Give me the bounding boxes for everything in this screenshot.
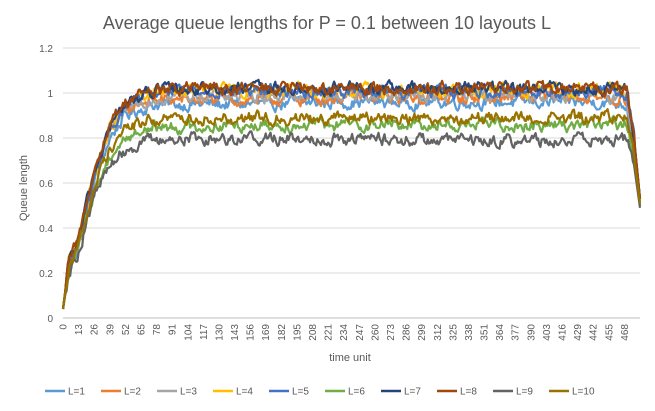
series-line <box>61 108 642 310</box>
x-tick-label: 429 <box>573 324 584 341</box>
x-tick-label: 91 <box>168 324 179 336</box>
x-tick-label: 260 <box>370 324 381 341</box>
legend-item: L=1 <box>45 387 85 398</box>
legend: L=1 L=2 L=3 L=4 L=5 L=6 L=7 L=8 L=9 L=10 <box>45 387 595 398</box>
x-tick-label: 403 <box>542 324 553 341</box>
x-tick-label: 65 <box>136 324 147 336</box>
series-lines <box>61 78 642 310</box>
x-tick-label: 13 <box>74 324 85 336</box>
x-tick-labels: 0 13 26 39 52 65 78 91 104 117 130 143 156 169 182 195 2… <box>59 324 631 341</box>
y-tick-label: 0.4 <box>39 224 53 235</box>
legend-label: L=5 <box>292 387 309 398</box>
x-tick-label: 0 <box>59 324 70 330</box>
legend-label: L=6 <box>348 387 365 398</box>
legend-item: L=7 <box>381 387 421 398</box>
x-tick-label: 377 <box>511 324 522 341</box>
legend-label: L=10 <box>572 387 595 398</box>
x-tick-label: 299 <box>417 324 428 341</box>
x-tick-label: 221 <box>324 324 335 341</box>
x-tick-label: 416 <box>558 324 569 341</box>
x-tick-label: 325 <box>448 324 459 341</box>
legend-label: L=8 <box>460 387 477 398</box>
y-tick-labels: 0 0.2 0.4 0.6 0.8 1 1.2 <box>39 44 53 325</box>
x-tick-label: 390 <box>526 324 537 341</box>
y-axis-label: Queue length <box>18 155 30 221</box>
legend-item: L=10 <box>549 387 595 398</box>
legend-label: L=3 <box>180 387 197 398</box>
legend-label: L=7 <box>404 387 421 398</box>
y-tick-label: 1.2 <box>39 44 53 55</box>
legend-item: L=3 <box>157 387 197 398</box>
x-tick-label: 234 <box>339 324 350 341</box>
x-tick-label: 39 <box>105 324 116 336</box>
legend-item: L=9 <box>493 387 533 398</box>
legend-label: L=1 <box>68 387 85 398</box>
x-tick-label: 351 <box>480 324 491 341</box>
series-line <box>61 79 642 310</box>
x-tick-label: 143 <box>230 324 241 341</box>
y-tick-label: 1 <box>47 89 53 100</box>
legend-label: L=9 <box>516 387 533 398</box>
y-tick-label: 0.8 <box>39 134 53 145</box>
x-tick-label: 286 <box>402 324 413 341</box>
x-tick-label: 52 <box>121 324 132 336</box>
legend-label: L=2 <box>124 387 141 398</box>
x-tick-label: 195 <box>292 324 303 341</box>
x-axis-label: time unit <box>329 352 371 364</box>
y-tick-label: 0.2 <box>39 269 53 280</box>
x-tick-label: 442 <box>589 324 600 341</box>
x-tick-label: 78 <box>152 324 163 336</box>
x-tick-label: 312 <box>433 324 444 341</box>
chart-title: Average queue lengths for P = 0.1 betwee… <box>103 13 551 33</box>
x-tick-label: 182 <box>277 324 288 341</box>
legend-item: L=2 <box>101 387 141 398</box>
x-tick-label: 169 <box>261 324 272 341</box>
legend-item: L=6 <box>325 387 365 398</box>
x-tick-label: 104 <box>183 324 194 341</box>
x-tick-label: 156 <box>246 324 257 341</box>
x-tick-label: 130 <box>214 324 225 341</box>
x-tick-label: 247 <box>355 324 366 341</box>
x-tick-label: 455 <box>604 324 615 341</box>
y-tick-label: 0.6 <box>39 179 53 190</box>
x-tick-label: 273 <box>386 324 397 341</box>
x-tick-label: 26 <box>90 324 101 336</box>
legend-item: L=5 <box>269 387 309 398</box>
legend-label: L=4 <box>236 387 253 398</box>
x-tick-label: 338 <box>464 324 475 341</box>
x-tick-label: 117 <box>199 324 210 340</box>
y-tick-label: 0 <box>47 314 53 325</box>
x-tick-label: 364 <box>495 324 506 341</box>
x-tick-label: 208 <box>308 324 319 341</box>
legend-item: L=4 <box>213 387 253 398</box>
x-tick-label: 468 <box>620 324 631 341</box>
series-line <box>61 130 642 310</box>
legend-item: L=8 <box>437 387 477 398</box>
